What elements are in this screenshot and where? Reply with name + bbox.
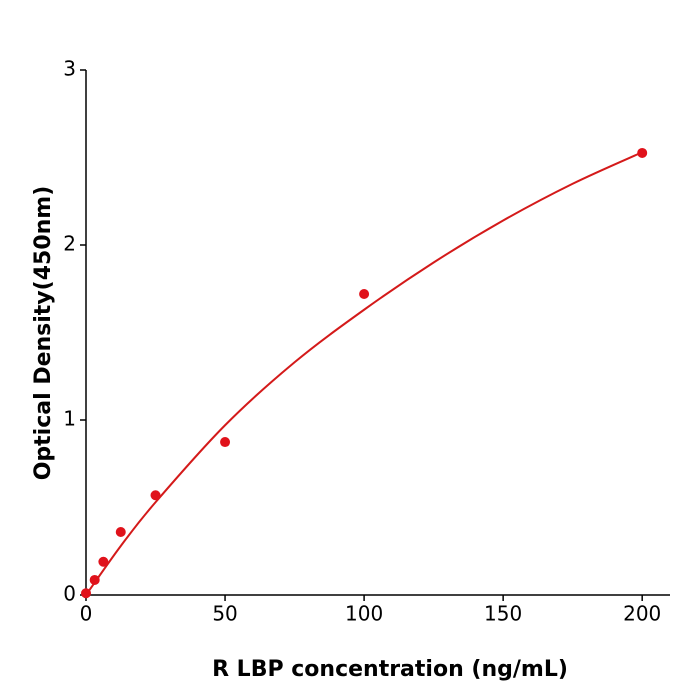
data-point — [81, 588, 91, 599]
x-tick-label: 50 — [212, 602, 237, 626]
data-point — [637, 147, 648, 158]
x-tick-label: 150 — [484, 602, 522, 626]
data-point — [89, 574, 100, 585]
data-point — [359, 289, 370, 299]
y-axis-label: Optical Density(450nm) — [31, 186, 56, 481]
y-tick-label: 2 — [63, 232, 76, 256]
x-tick-label: 0 — [80, 602, 93, 626]
x-axis-label: R LBP concentration (ng/mL) — [212, 657, 568, 682]
x-tick-label: 100 — [345, 602, 383, 626]
fit-curve — [85, 151, 643, 596]
data-point — [115, 527, 126, 537]
y-tick-label: 0 — [63, 582, 76, 606]
data-point — [220, 437, 231, 448]
data-point — [98, 556, 109, 567]
y-tick-label: 1 — [63, 407, 76, 431]
data-point — [150, 490, 161, 501]
y-tick-label: 3 — [63, 57, 76, 81]
x-tick-label: 200 — [623, 602, 661, 626]
